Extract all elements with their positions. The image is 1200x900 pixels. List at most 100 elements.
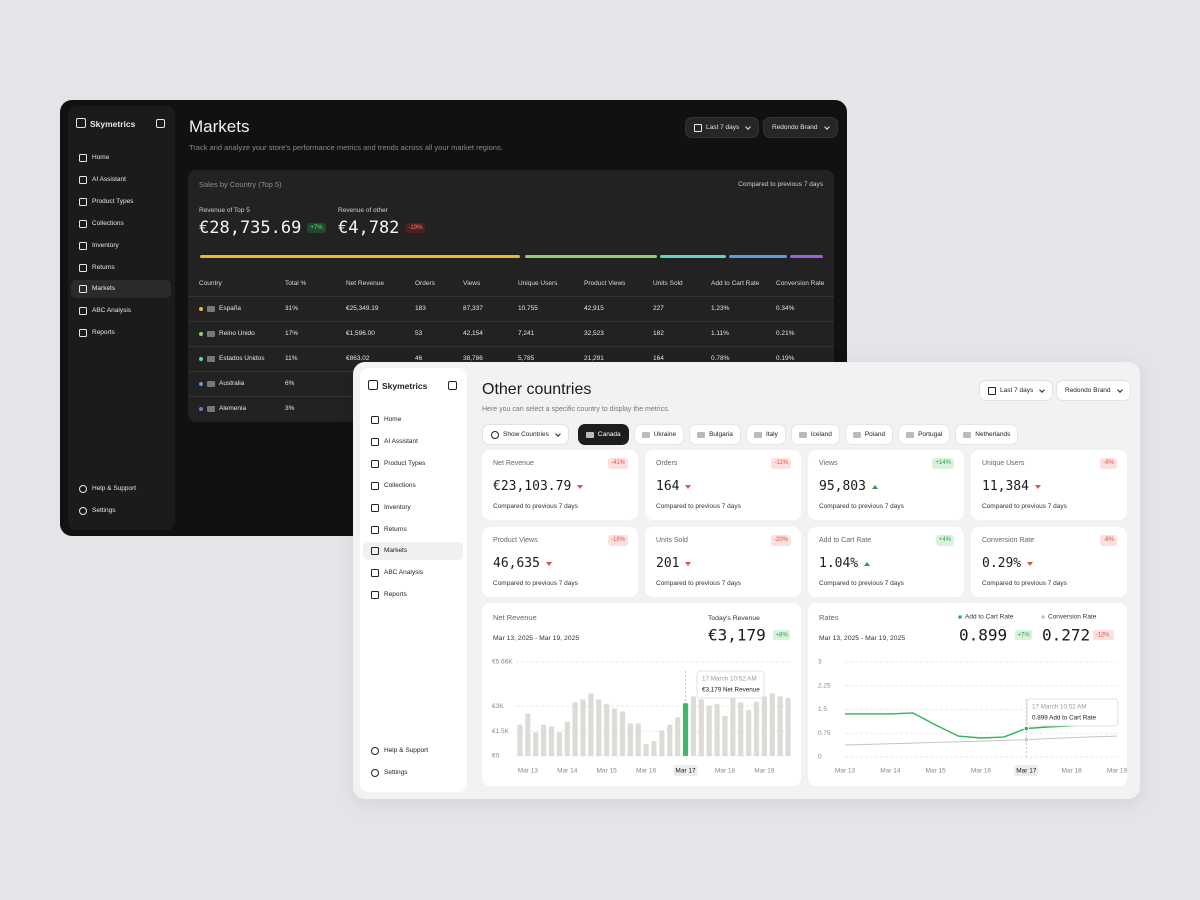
flag-icon [697,431,706,438]
bar [556,732,562,756]
x-tick-label: Mar 14 [880,768,901,775]
country-chip[interactable]: Italy [745,424,786,445]
footer-icon [371,769,379,777]
bar [619,711,626,756]
footer-nav-item[interactable]: Settings [92,507,116,514]
metric-value: 95,803 [819,479,866,494]
nav-item[interactable]: AI Assistant [384,437,418,445]
country-chip[interactable]: Iceland [790,424,840,445]
table-header: Views [463,280,481,287]
country-dot [199,382,203,386]
x-tick-label: Mar 13 [835,768,856,775]
nav-item[interactable]: ABC Analysis [384,569,424,577]
nav-item[interactable]: Returns [92,263,115,271]
button-label: Redondo Brand [772,124,818,131]
chip-label: Portugal [918,431,943,438]
nav-icon [371,547,379,556]
calendar-icon [694,123,702,132]
nav-icon [79,307,87,316]
country-chip[interactable]: Poland [844,424,894,445]
nav-icon [79,285,87,294]
nav-icon [79,154,87,162]
table-cell: 0.19% [776,355,795,362]
x-tick-label: Mar 14 [557,768,578,775]
change-badge: -18% [607,535,628,546]
country-chip[interactable]: Bulgaria [689,424,741,445]
collapse-button[interactable] [448,381,457,390]
x-tick-label: Mar 15 [597,768,618,775]
flag-icon [852,431,861,438]
table-cell: 11% [285,355,298,362]
nav-item[interactable]: Home [384,416,402,423]
footer-nav-item[interactable]: Help & Support [384,747,429,754]
share-bar-segment [790,255,823,258]
tooltip-box [1026,698,1119,727]
nav-icon [79,263,87,272]
kpi-label: Revenue of Top 5 [199,207,250,214]
table-cell: 31% [285,305,299,312]
x-tick-label: Mar 15 [926,768,947,775]
filter-button[interactable]: Last 7 days [979,380,1054,401]
nav-icon [371,569,379,578]
nav-item[interactable]: Reports [384,591,407,599]
flag-icon [207,306,215,312]
button-label: Show Countries [503,431,549,438]
bar [722,715,728,756]
nav-item[interactable]: AI Assistant [92,175,126,183]
metric-card: Net Revenue -41% €23,103.79 Compared to pre… [482,450,638,520]
country-chip[interactable]: Canada [577,424,629,445]
collapse-button[interactable] [156,119,165,128]
metric-comparison: Compared to previous 7 days [982,580,1067,587]
country-chip[interactable]: Portugal [898,424,951,445]
x-tick-label: Mar 18 [715,768,736,775]
bar [667,724,673,756]
bar [746,709,752,756]
x-tick-label: Mar 17 [675,768,696,775]
nav-item[interactable]: Markets [92,285,116,293]
flag-icon [207,406,215,412]
nav-item[interactable]: Markets [384,547,408,555]
nav-item[interactable]: ABC Analysis [92,307,132,315]
nav-item[interactable]: Reports [92,329,115,337]
change-badge: -41% [607,458,628,469]
nav-item[interactable]: Inventory [384,503,411,511]
filter-button[interactable]: Redondo Brand [763,117,838,138]
table-cell: 6% [285,380,295,387]
table-header: Conversion Rate [776,280,825,287]
bar [588,693,594,756]
filter-button[interactable]: Redondo Brand [1056,380,1131,401]
trend-arrow [1027,561,1034,566]
show-countries-button[interactable]: Show Countries [482,424,569,445]
nav-item[interactable]: Inventory [92,241,119,249]
nav-item[interactable]: Collections [384,481,416,489]
country-chip[interactable]: Netherlands [955,424,1019,445]
nav-item[interactable]: Collections [92,219,124,227]
metric-card: Orders -11% 164 Compared to previous 7 days [645,450,801,520]
metric-value: 201 [656,556,680,571]
row-divider [188,321,834,322]
y-tick-label: 3 [818,659,822,666]
x-label-highlight [673,765,698,776]
flag-icon [963,431,972,438]
kpi-row: €28,735.69 +7% [199,218,326,238]
metric-value: 1.04% [819,556,859,571]
metric-value: 11,384 [982,479,1029,494]
footer-nav-item[interactable]: Settings [384,769,408,776]
table-header: Country [199,280,222,287]
footer-nav-item[interactable]: Help & Support [92,485,137,492]
bar [738,702,744,756]
filter-button[interactable]: Last 7 days [685,117,760,138]
nav-icon [371,525,379,534]
nav-item[interactable]: Home [92,154,110,161]
nav-item[interactable]: Product Types [92,197,134,205]
change-badge-bg [1093,630,1114,640]
table-cell: 10,755 [518,305,538,312]
button-label: Last 7 days [1000,387,1034,394]
nav-item[interactable]: Product Types [384,459,426,467]
table-cell: 182 [653,330,664,337]
metric-comparison: Compared to previous 7 days [982,503,1067,510]
nav-item[interactable]: Returns [384,525,407,533]
country-chip[interactable]: Ukraine [633,424,685,445]
change-badge: +14% [932,458,954,469]
table-cell: 32,523 [584,330,604,337]
